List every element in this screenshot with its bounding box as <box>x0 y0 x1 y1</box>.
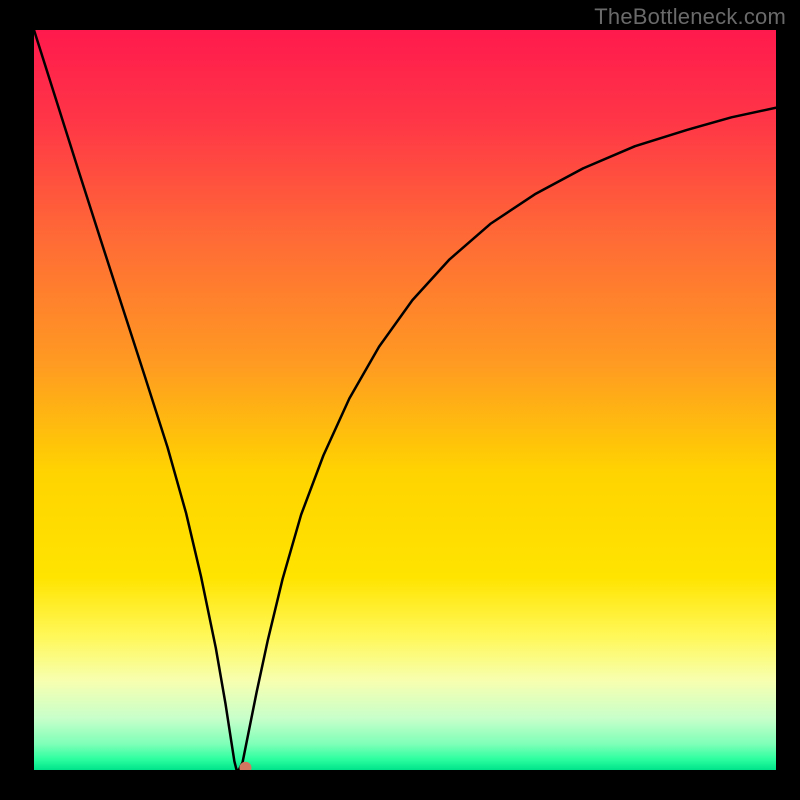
watermark-text: TheBottleneck.com <box>594 4 786 30</box>
chart-stage: TheBottleneck.com <box>0 0 800 800</box>
chart-svg <box>34 30 776 770</box>
plot-area <box>34 30 776 770</box>
gradient-background <box>34 30 776 770</box>
